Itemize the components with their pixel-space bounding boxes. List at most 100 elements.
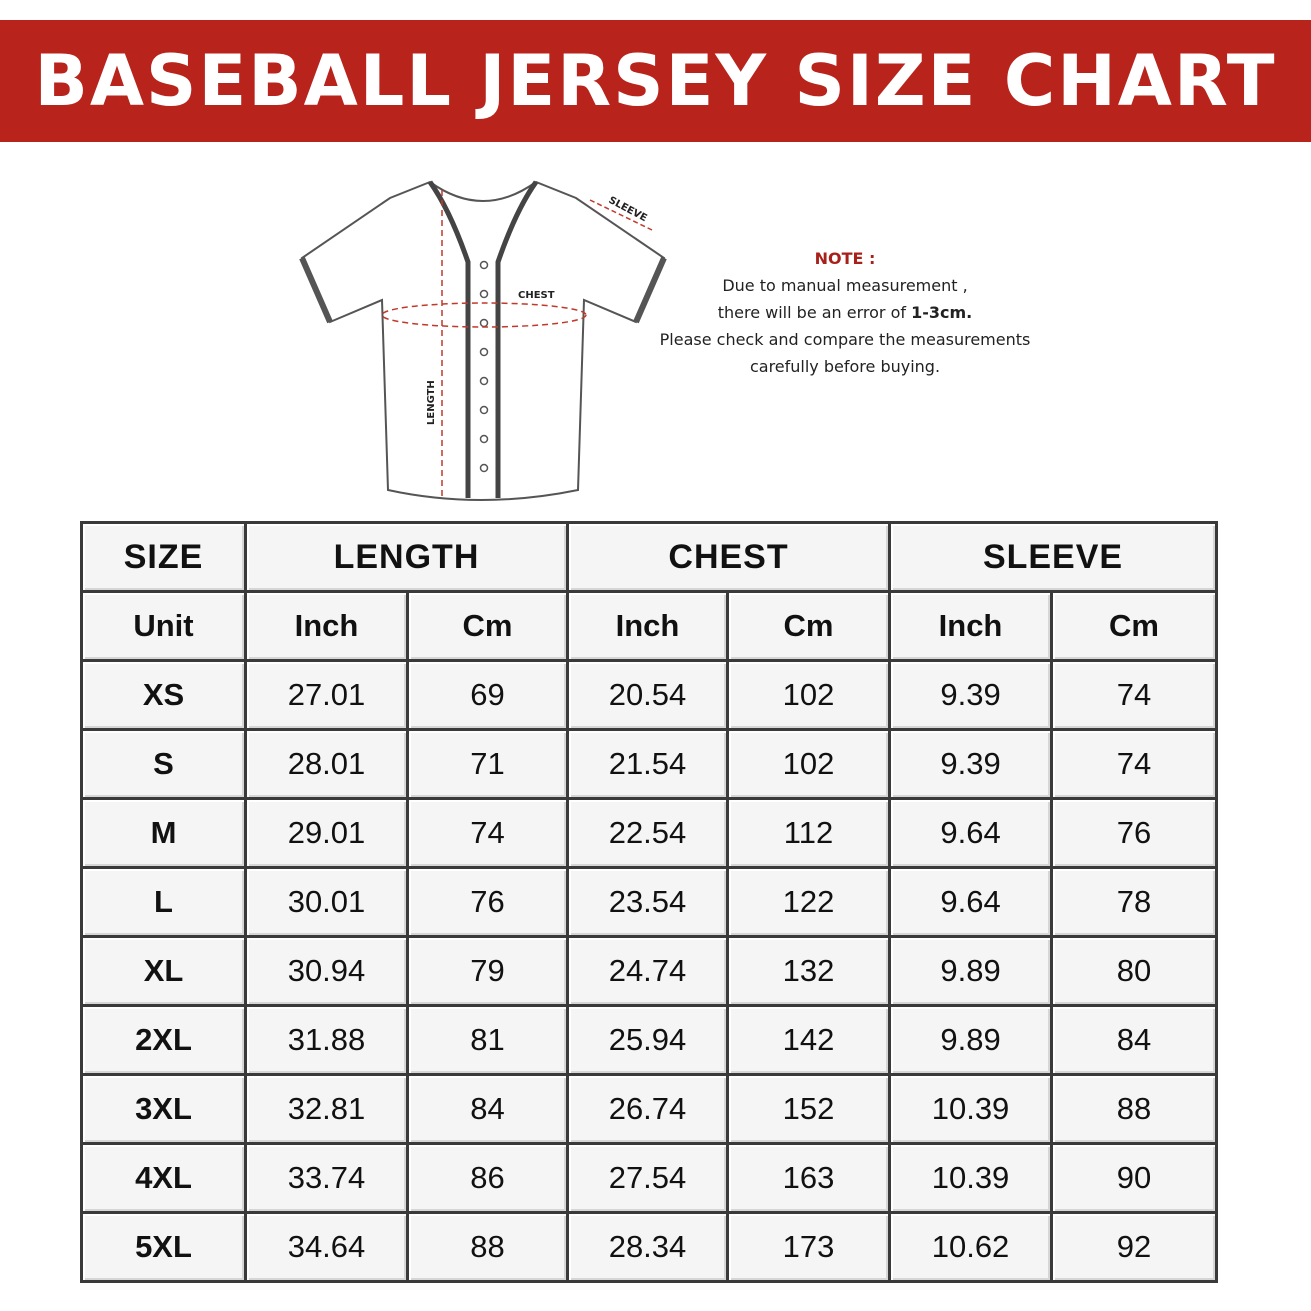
chest-inch-cell: 24.74 bbox=[566, 935, 729, 1007]
length-inch-cell: 30.01 bbox=[244, 866, 409, 938]
sleeve-cm-cell: 84 bbox=[1050, 1004, 1219, 1076]
chest-cm-cell: 132 bbox=[725, 935, 892, 1007]
unit-sleeve-cm: Cm bbox=[1050, 590, 1219, 662]
length-cm-cell: 76 bbox=[406, 866, 569, 938]
chest-cm-cell: 102 bbox=[725, 659, 892, 731]
chest-cm-cell: 142 bbox=[725, 1004, 892, 1076]
length-cm-cell: 71 bbox=[406, 728, 569, 800]
jersey-outline bbox=[300, 180, 666, 501]
note-line-2: there will be an error of 1-3cm. bbox=[640, 299, 1050, 326]
size-cell: 3XL bbox=[80, 1073, 247, 1145]
chest-cm-cell: 152 bbox=[725, 1073, 892, 1145]
table-row: 4XL 33.74 86 27.54 163 10.39 90 bbox=[80, 1142, 1219, 1214]
size-cell: XS bbox=[80, 659, 247, 731]
chest-inch-cell: 22.54 bbox=[566, 797, 729, 869]
sleeve-inch-cell: 9.64 bbox=[888, 866, 1054, 938]
note-line-2-text: there will be an error of bbox=[717, 303, 912, 322]
sleeve-trim-right bbox=[633, 256, 667, 324]
jersey-diagram: CHEST LENGTH SLEEVE bbox=[299, 180, 667, 501]
note-line-4: carefully before buying. bbox=[749, 357, 941, 376]
chest-inch-cell: 20.54 bbox=[566, 659, 729, 731]
unit-length-cm: Cm bbox=[406, 590, 569, 662]
header-sleeve: SLEEVE bbox=[888, 521, 1219, 593]
chest-guide bbox=[381, 302, 587, 328]
length-inch-cell: 33.74 bbox=[244, 1142, 409, 1214]
header-chest: CHEST bbox=[565, 521, 892, 593]
unit-chest-inch: Inch bbox=[566, 590, 729, 662]
sleeve-cm-cell: 80 bbox=[1050, 935, 1219, 1007]
measurement-note: NOTE : Due to manual measurement , there… bbox=[640, 245, 1050, 380]
sleeve-inch-cell: 9.39 bbox=[888, 728, 1054, 800]
size-chart-table-wrapper: SIZE LENGTH CHEST SLEEVE Unit Inch Cm In… bbox=[80, 521, 1219, 1283]
header-size: SIZE bbox=[80, 521, 247, 593]
collar-left bbox=[427, 180, 471, 498]
size-chart-table: SIZE LENGTH CHEST SLEEVE Unit Inch Cm In… bbox=[80, 521, 1219, 1283]
length-cm-cell: 88 bbox=[406, 1211, 569, 1283]
table-row: 5XL 34.64 88 28.34 173 10.62 92 bbox=[80, 1211, 1219, 1283]
chest-cm-cell: 173 bbox=[725, 1211, 892, 1283]
chest-label: CHEST bbox=[518, 290, 555, 301]
sleeve-cm-cell: 76 bbox=[1050, 797, 1219, 869]
length-inch-cell: 34.64 bbox=[244, 1211, 409, 1283]
sleeve-guide bbox=[589, 199, 653, 231]
length-cm-cell: 79 bbox=[406, 935, 569, 1007]
sleeve-label: SLEEVE bbox=[607, 195, 649, 224]
sleeve-inch-cell: 9.89 bbox=[888, 1004, 1054, 1076]
chest-inch-cell: 26.74 bbox=[566, 1073, 729, 1145]
note-line-1: Due to manual measurement , bbox=[722, 276, 968, 295]
size-cell: S bbox=[80, 728, 247, 800]
length-cm-cell: 86 bbox=[406, 1142, 569, 1214]
page-title: BASEBALL JERSEY SIZE CHART bbox=[34, 40, 1277, 122]
sleeve-cm-cell: 88 bbox=[1050, 1073, 1219, 1145]
note-error-margin: 1-3cm. bbox=[911, 303, 973, 322]
header-row: SIZE LENGTH CHEST SLEEVE bbox=[80, 521, 1219, 593]
unit-row: Unit Inch Cm Inch Cm Inch Cm bbox=[80, 590, 1219, 662]
sleeve-cm-cell: 92 bbox=[1050, 1211, 1219, 1283]
sleeve-inch-cell: 9.89 bbox=[888, 935, 1054, 1007]
chest-inch-cell: 21.54 bbox=[566, 728, 729, 800]
unit-label: Unit bbox=[80, 590, 247, 662]
collar-right bbox=[495, 180, 539, 498]
sleeve-cm-cell: 74 bbox=[1050, 659, 1219, 731]
length-inch-cell: 28.01 bbox=[244, 728, 409, 800]
sleeve-inch-cell: 10.39 bbox=[888, 1142, 1054, 1214]
unit-chest-cm: Cm bbox=[725, 590, 892, 662]
length-cm-cell: 74 bbox=[406, 797, 569, 869]
size-cell: 4XL bbox=[80, 1142, 247, 1214]
chest-cm-cell: 112 bbox=[725, 797, 892, 869]
length-inch-cell: 29.01 bbox=[244, 797, 409, 869]
sleeve-cm-cell: 74 bbox=[1050, 728, 1219, 800]
length-cm-cell: 81 bbox=[406, 1004, 569, 1076]
length-label: LENGTH bbox=[426, 380, 437, 425]
length-inch-cell: 31.88 bbox=[244, 1004, 409, 1076]
button-column bbox=[479, 260, 489, 473]
size-cell: M bbox=[80, 797, 247, 869]
sleeve-inch-cell: 9.39 bbox=[888, 659, 1054, 731]
chest-cm-cell: 102 bbox=[725, 728, 892, 800]
table-row: S 28.01 71 21.54 102 9.39 74 bbox=[80, 728, 1219, 800]
chest-inch-cell: 27.54 bbox=[566, 1142, 729, 1214]
unit-sleeve-inch: Inch bbox=[888, 590, 1054, 662]
sleeve-cm-cell: 90 bbox=[1050, 1142, 1219, 1214]
chest-inch-cell: 23.54 bbox=[566, 866, 729, 938]
size-cell: 5XL bbox=[80, 1211, 247, 1283]
title-banner: BASEBALL JERSEY SIZE CHART bbox=[0, 20, 1311, 142]
chest-inch-cell: 25.94 bbox=[566, 1004, 729, 1076]
sleeve-inch-cell: 10.39 bbox=[888, 1073, 1054, 1145]
size-cell: 2XL bbox=[80, 1004, 247, 1076]
table-row: XL 30.94 79 24.74 132 9.89 80 bbox=[80, 935, 1219, 1007]
chest-cm-cell: 163 bbox=[725, 1142, 892, 1214]
note-line-3: Please check and compare the measurement… bbox=[659, 330, 1031, 349]
length-inch-cell: 27.01 bbox=[244, 659, 409, 731]
sleeve-inch-cell: 9.64 bbox=[888, 797, 1054, 869]
header-length: LENGTH bbox=[244, 521, 569, 593]
size-cell: XL bbox=[80, 935, 247, 1007]
length-inch-cell: 32.81 bbox=[244, 1073, 409, 1145]
table-row: M 29.01 74 22.54 112 9.64 76 bbox=[80, 797, 1219, 869]
length-cm-cell: 84 bbox=[406, 1073, 569, 1145]
sleeve-trim-left bbox=[299, 256, 333, 324]
table-row: 2XL 31.88 81 25.94 142 9.89 84 bbox=[80, 1004, 1219, 1076]
table-row: 3XL 32.81 84 26.74 152 10.39 88 bbox=[80, 1073, 1219, 1145]
unit-length-inch: Inch bbox=[244, 590, 409, 662]
chest-cm-cell: 122 bbox=[725, 866, 892, 938]
